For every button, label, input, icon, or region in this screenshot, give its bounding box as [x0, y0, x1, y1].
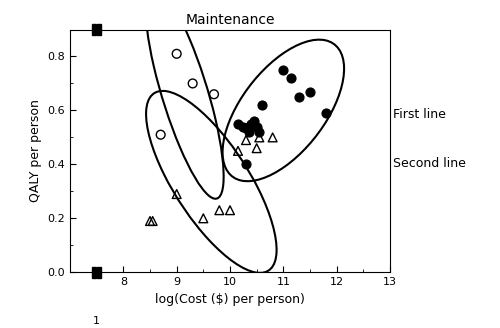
Point [210, 92, 218, 97]
Point [242, 137, 250, 143]
Point [146, 218, 154, 224]
Point [250, 119, 258, 124]
Point [322, 111, 330, 116]
Point [216, 208, 224, 213]
Point [252, 124, 260, 129]
Bar [92, 24, 96, 35]
Point [226, 208, 234, 213]
Point [256, 135, 264, 140]
Bar [92, 267, 96, 278]
Point [234, 121, 242, 127]
Point [172, 192, 180, 197]
Point [280, 67, 287, 72]
Point [172, 51, 180, 56]
Point [240, 124, 248, 129]
Point [242, 125, 250, 131]
Point [242, 162, 250, 167]
Point [252, 146, 260, 151]
Title: Maintenance: Maintenance [185, 13, 275, 27]
Point [148, 218, 156, 224]
X-axis label: log(Cost ($) per person): log(Cost ($) per person) [155, 293, 305, 306]
Point [244, 129, 252, 134]
Point [296, 94, 304, 100]
Text: Second line: Second line [393, 156, 466, 170]
Bar [98, 24, 102, 35]
Point [258, 102, 266, 108]
Point [156, 132, 164, 137]
Point [268, 135, 276, 140]
Point [306, 89, 314, 94]
Text: 1: 1 [93, 316, 100, 326]
Point [256, 129, 264, 134]
Bar [98, 267, 102, 278]
Text: First line: First line [393, 108, 446, 121]
Point [288, 75, 296, 81]
Point [234, 148, 242, 154]
Point [188, 81, 196, 86]
Point [248, 121, 256, 127]
Y-axis label: QALY per person: QALY per person [29, 99, 42, 202]
Point [200, 216, 207, 221]
